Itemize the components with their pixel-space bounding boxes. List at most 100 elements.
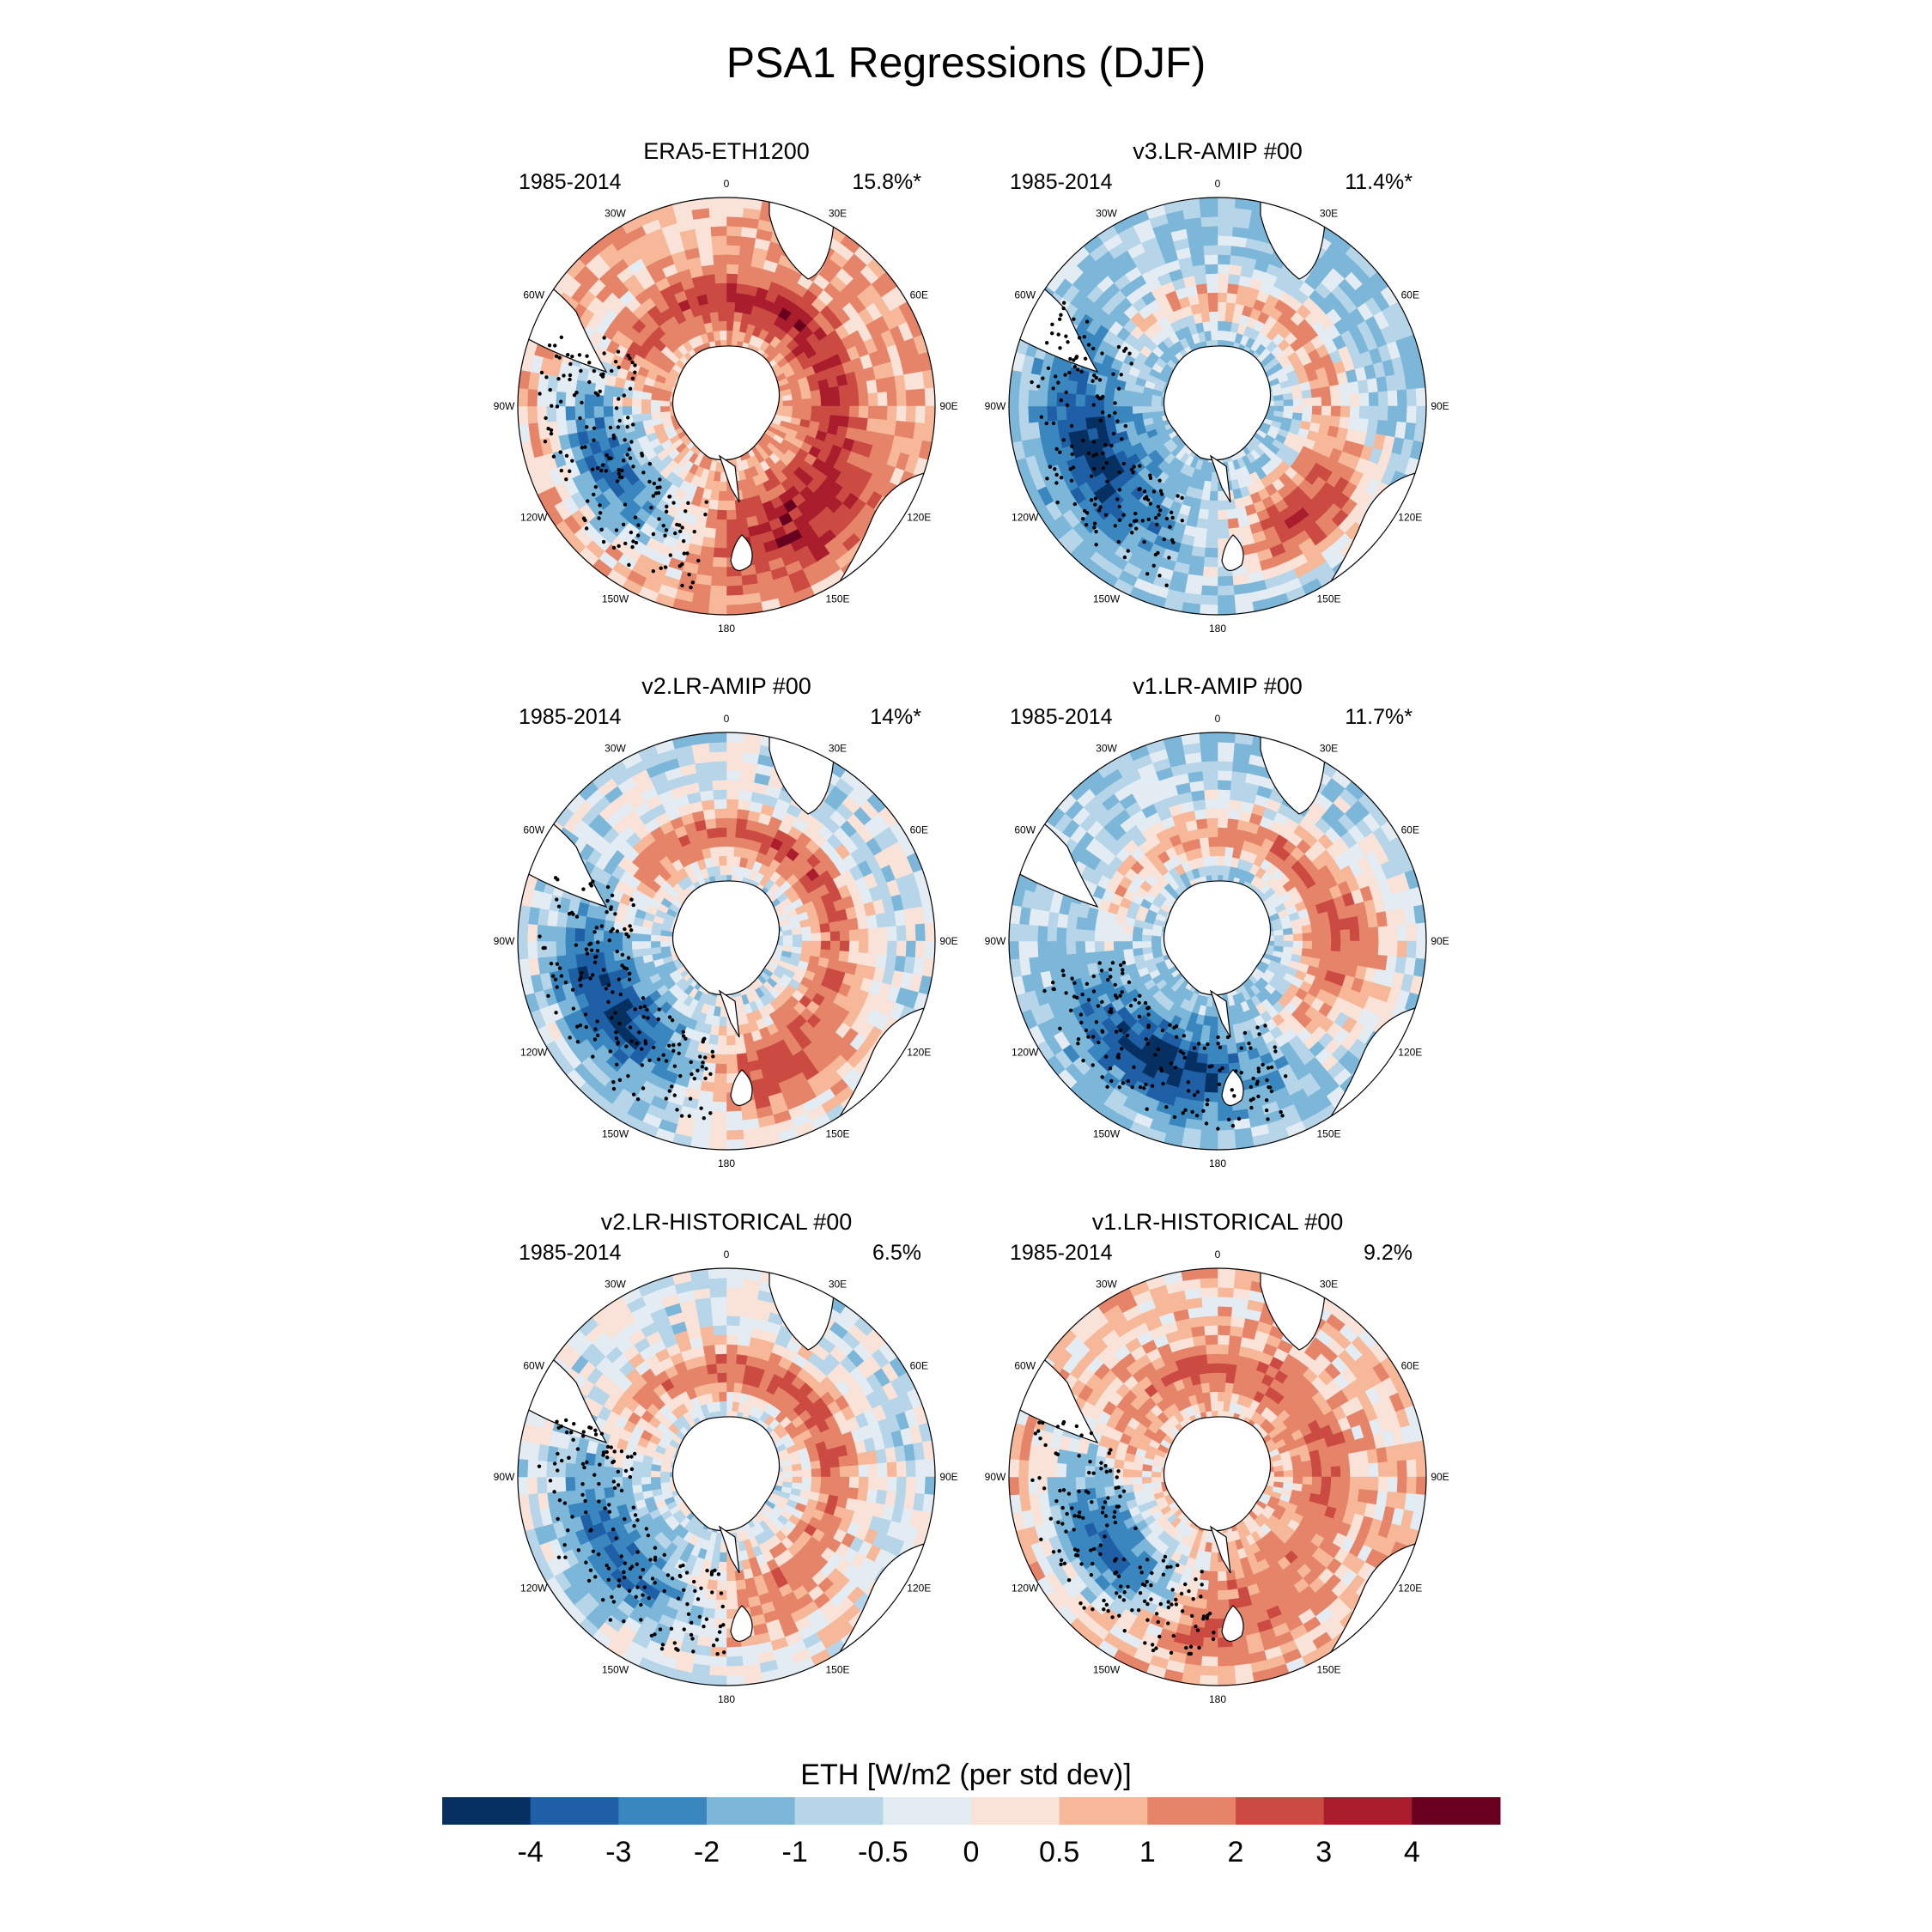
longitude-label: 30W [1096, 1279, 1117, 1291]
colorbar-swatch [1236, 1797, 1325, 1825]
longitude-label: 60E [1401, 1360, 1419, 1372]
longitude-label: 90E [1431, 935, 1449, 947]
longitude-label: 0 [1215, 1249, 1221, 1261]
map-border [517, 197, 936, 616]
years-label: 1985-2014 [519, 170, 622, 194]
colorbar-tick-label: 3 [1315, 1836, 1332, 1868]
panel-title: ERA5-ETH1200 [643, 138, 810, 164]
longitude-label: 150E [825, 592, 849, 605]
longitude-label: 60E [910, 1360, 928, 1372]
longitude-label: 30W [605, 208, 626, 220]
longitude-label: 120W [1012, 1047, 1039, 1059]
longitude-label: 30E [829, 1279, 847, 1291]
longitude-label: 150E [1316, 1663, 1340, 1675]
longitude-label: 60E [1401, 289, 1419, 301]
variance-label: 9.2% [1364, 1241, 1413, 1265]
longitude-label: 90W [985, 400, 1006, 412]
longitude-label: 150W [602, 592, 629, 605]
land [518, 1268, 935, 1686]
longitude-label: 60W [1014, 289, 1036, 301]
longitude-label: 90E [939, 935, 957, 947]
colorbar-swatch [618, 1797, 708, 1825]
longitude-label: 180 [1209, 623, 1226, 635]
longitude-label: 120W [520, 1047, 548, 1059]
years-label: 1985-2014 [1010, 170, 1113, 194]
longitude-label: 0 [1215, 178, 1221, 190]
map-panel: 0 30E 60E 90E 120E 150E 180 150W 120W 90W 60W 30W v2… [494, 673, 958, 1170]
anomaly-field [1009, 1268, 1426, 1686]
longitude-label: 150W [1093, 1127, 1121, 1139]
colorbar-tick-label: -2 [694, 1836, 720, 1868]
longitude-label: 30W [1096, 208, 1117, 220]
map-panel: 0 30E 60E 90E 120E 150E 180 150W 120W 90W 60W 30W v2… [494, 1209, 958, 1705]
longitude-label: 180 [718, 1693, 735, 1705]
variance-label: 11.7%* [1345, 705, 1413, 729]
years-label: 1985-2014 [519, 705, 622, 729]
significance-stipple [537, 1418, 726, 1656]
colorbar: ETH [W/m2 (per std dev)] -4 -3 -2 -1 -0.5 0 0.… [442, 1759, 1501, 1868]
longitude-label: 180 [718, 623, 735, 635]
longitude-label: 120E [907, 1583, 931, 1595]
colorbar-tick-label: 0 [963, 1836, 980, 1868]
map-border [1008, 732, 1427, 1151]
longitude-label: 60W [523, 289, 544, 301]
significance-stipple [538, 876, 715, 1121]
variance-label: 6.5% [872, 1241, 921, 1265]
panel-title: v1.LR-AMIP #00 [1133, 673, 1303, 699]
colorbar-tick-label: 1 [1139, 1836, 1156, 1868]
longitude-label: 90W [494, 1471, 515, 1483]
longitude-label: 90W [494, 400, 515, 412]
colorbar-swatch [794, 1797, 884, 1825]
figure-title: PSA1 Regressions (DJF) [726, 39, 1206, 87]
map-border [1008, 1267, 1427, 1686]
map-panel: 0 30E 60E 90E 120E 150E 180 150W 120W 90W 60W 30W v3… [985, 138, 1449, 635]
longitude-label: 120E [1398, 1047, 1422, 1059]
significance-stipple [1030, 1419, 1216, 1656]
anomaly-field [518, 197, 935, 615]
longitude-label: 30E [829, 743, 847, 755]
longitude-label: 180 [1209, 1693, 1226, 1705]
colorbar-swatch [883, 1797, 972, 1825]
longitude-label: 150W [1093, 1663, 1121, 1675]
panel-title: v1.LR-HISTORICAL #00 [1092, 1209, 1344, 1235]
longitude-label: 90E [1431, 400, 1449, 412]
longitude-label: 150E [825, 1663, 849, 1675]
longitude-label: 60E [910, 824, 928, 836]
significance-stipple [1042, 960, 1288, 1131]
longitude-label: 120E [907, 512, 931, 524]
colorbar-swatch [971, 1797, 1060, 1825]
panel-title: v3.LR-AMIP #00 [1133, 138, 1303, 164]
longitude-label: 120E [907, 1047, 931, 1059]
colorbar-swatch [530, 1797, 619, 1825]
colorbar-swatch [1412, 1797, 1501, 1825]
longitude-label: 90W [985, 1471, 1006, 1483]
colorbar-title: ETH [W/m2 (per std dev)] [800, 1759, 1131, 1791]
colorbar-tick-label: 4 [1404, 1836, 1420, 1868]
panel-title: v2.LR-AMIP #00 [641, 673, 811, 699]
longitude-label: 150W [602, 1127, 629, 1139]
variance-label: 15.8%* [852, 170, 921, 194]
variance-label: 14%* [870, 705, 921, 729]
variance-label: 11.4%* [1345, 170, 1413, 194]
colorbar-swatch [1059, 1797, 1148, 1825]
longitude-label: 30W [1096, 743, 1117, 755]
map-panel: 0 30E 60E 90E 120E 150E 180 150W 120W 90W 60W 30W v1… [985, 1209, 1449, 1705]
longitude-label: 30E [1320, 1279, 1338, 1291]
longitude-label: 90E [939, 1471, 957, 1483]
longitude-label: 120W [1012, 1583, 1039, 1595]
colorbar-swatch [1147, 1797, 1236, 1825]
longitude-label: 0 [724, 1249, 730, 1261]
colorbar-tick-label: -3 [605, 1836, 631, 1868]
colorbar-tick-label: 0.5 [1039, 1836, 1079, 1868]
longitude-label: 150E [1316, 1127, 1340, 1139]
years-label: 1985-2014 [1010, 705, 1113, 729]
map-border [1008, 197, 1427, 616]
longitude-label: 60E [910, 289, 928, 301]
map-border [517, 1267, 936, 1686]
colorbar-swatch [707, 1797, 796, 1825]
longitude-label: 180 [718, 1157, 735, 1170]
longitude-label: 150E [1316, 592, 1340, 605]
panel-title: v2.LR-HISTORICAL #00 [601, 1209, 853, 1235]
longitude-label: 30E [829, 208, 847, 220]
